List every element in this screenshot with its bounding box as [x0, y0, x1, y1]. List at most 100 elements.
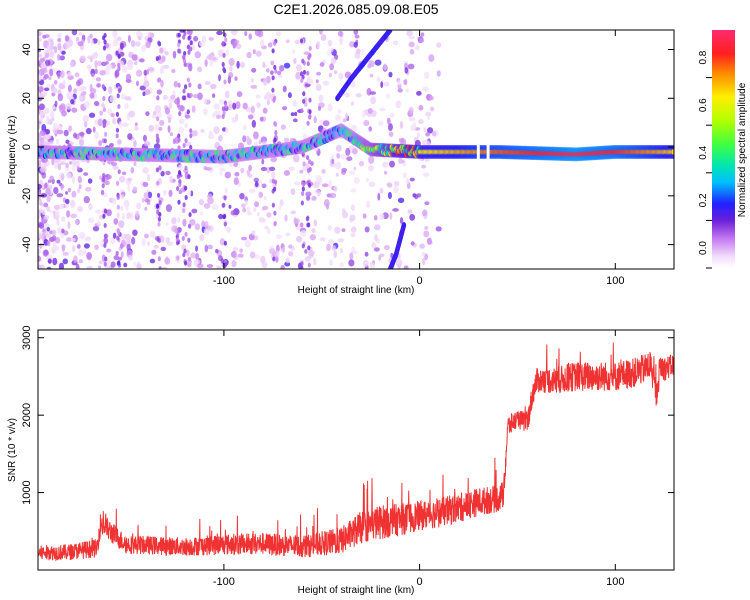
heatmap-noise-cell — [334, 161, 342, 170]
heatmap-noise-cell — [364, 226, 370, 233]
heatmap-noise-cell — [61, 228, 65, 234]
heatmap-noise-cell — [363, 119, 370, 127]
heatmap-noise-cell — [127, 133, 133, 140]
heatmap-noise-cell — [329, 259, 333, 266]
heatmap-noise-cell — [107, 174, 112, 180]
heatmap-noise-cell — [295, 235, 303, 243]
heatmap-noise-cell — [431, 131, 437, 137]
heatmap-noise-cell — [44, 128, 51, 135]
bottom-x-tick-label: 100 — [606, 576, 624, 588]
heatmap-stripe-cell — [101, 84, 105, 90]
heatmap-noise-cell — [165, 204, 172, 212]
heatmap-noise-cell — [254, 181, 259, 188]
heatmap-noise-cell — [405, 88, 409, 93]
heatmap-noise-cell — [354, 34, 360, 39]
heatmap-noise-cell — [341, 228, 346, 232]
heatmap-noise-cell — [47, 258, 52, 264]
heatmap-noise-cell — [133, 161, 137, 167]
heatmap-noise-cell — [67, 187, 72, 193]
heatmap-noise-cell — [41, 67, 48, 74]
heatmap-noise-cell — [234, 76, 238, 81]
heatmap-noise-cell — [276, 250, 280, 258]
heatmap-noise-cell — [205, 167, 212, 171]
heatmap-noise-cell — [358, 160, 365, 167]
heatmap-noise-cell — [191, 208, 198, 214]
heatmap-noise-cell — [71, 158, 77, 166]
heatmap-noise-cell — [287, 92, 292, 99]
heatmap-noise-cell — [144, 233, 149, 239]
heatmap-noise-cell — [398, 157, 403, 165]
heatmap-noise-cell — [122, 122, 129, 127]
heatmap-noise-cell — [86, 265, 93, 269]
heatmap-stripe-cell — [178, 111, 182, 117]
heatmap-noise-cell — [105, 53, 113, 62]
heatmap-noise-cell — [67, 84, 72, 93]
heatmap-noise-cell — [44, 87, 50, 92]
heatmap-stripe-cell — [182, 252, 186, 258]
heatmap-noise-cell — [349, 252, 354, 260]
heatmap-stripe-cell — [175, 186, 180, 192]
heatmap-noise-cell — [371, 242, 377, 249]
heatmap-noise-cell — [364, 251, 369, 257]
heatmap-noise-cell — [54, 209, 60, 217]
heatmap-noise-cell — [341, 167, 348, 173]
heatmap-noise-cell — [429, 95, 434, 101]
heatmap-noise-cell — [38, 265, 43, 269]
heatmap-noise-cell — [321, 168, 326, 174]
heatmap-noise-cell — [318, 30, 323, 35]
heatmap-noise-cell — [134, 122, 138, 127]
heatmap-noise-cell — [239, 192, 245, 200]
heatmap-noise-cell — [424, 201, 430, 206]
heatmap-noise-cell — [61, 184, 65, 189]
heatmap-stripe-cell — [156, 95, 160, 101]
heatmap-noise-cell — [246, 135, 250, 141]
heatmap-noise-cell — [427, 127, 434, 134]
heatmap-stripe-cell — [273, 41, 277, 47]
heatmap-noise-cell — [51, 235, 57, 242]
heatmap-noise-cell — [408, 106, 414, 114]
heatmap-noise-cell — [350, 101, 355, 106]
heatmap-noise-cell — [327, 39, 333, 47]
heatmap-noise-cell — [360, 48, 365, 56]
heatmap-noise-cell — [399, 217, 404, 224]
heatmap-noise-cell — [393, 186, 399, 194]
heatmap-noise-cell — [418, 104, 424, 111]
heatmap-noise-cell — [271, 171, 276, 180]
heatmap-noise-cell — [281, 247, 286, 253]
heatmap-noise-cell — [290, 188, 296, 196]
heatmap-noise-cell — [294, 181, 301, 186]
heatmap-noise-cell — [300, 230, 307, 238]
top-y-tick-label: -40 — [21, 237, 33, 253]
heatmap-noise-cell — [134, 41, 141, 47]
heatmap-noise-cell — [182, 218, 187, 227]
heatmap-noise-cell — [383, 170, 388, 175]
heatmap-noise-cell — [159, 67, 163, 75]
ridge-gap — [486, 132, 490, 167]
heatmap-noise-cell — [319, 62, 325, 67]
heatmap-noise-cell — [318, 105, 321, 111]
heatmap-noise-cell — [219, 167, 226, 172]
heatmap-noise-cell — [116, 212, 120, 219]
heatmap-noise-cell — [133, 139, 137, 148]
heatmap-noise-cell — [240, 61, 245, 68]
heatmap-stripe-cell — [306, 180, 310, 186]
heatmap-noise-cell — [345, 112, 349, 120]
heatmap-noise-cell — [199, 234, 205, 242]
heatmap-noise-cell — [303, 51, 311, 56]
heatmap-noise-cell — [143, 80, 150, 88]
heatmap-noise-cell — [376, 76, 381, 82]
heatmap-noise-cell — [388, 131, 394, 137]
heatmap-stripe-cell — [189, 133, 193, 139]
heatmap-noise-cell — [121, 212, 125, 220]
heatmap-noise-cell — [94, 131, 100, 140]
heatmap-noise-cell — [64, 198, 70, 205]
heatmap-noise-cell — [173, 80, 178, 88]
heatmap-noise-cell — [81, 85, 87, 91]
heatmap-noise-cell — [269, 70, 274, 75]
heatmap-stripe-cell — [308, 109, 312, 115]
heatmap-noise-cell — [38, 137, 44, 142]
heatmap-stripe-cell — [223, 240, 227, 246]
heatmap-noise-cell — [285, 257, 290, 264]
heatmap-noise-cell — [228, 58, 235, 66]
heatmap-noise-cell — [367, 108, 373, 114]
